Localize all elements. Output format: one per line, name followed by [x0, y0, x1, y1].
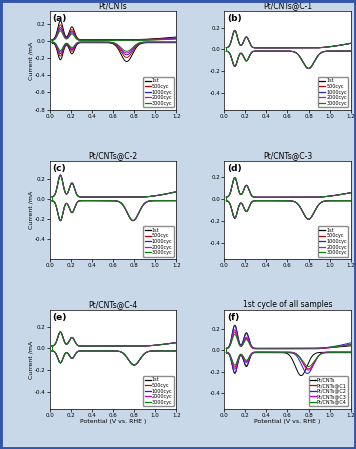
Text: (d): (d): [227, 164, 241, 173]
Title: Pt/CNTs@C-1: Pt/CNTs@C-1: [263, 1, 312, 10]
X-axis label: Potential (V vs. RHE ): Potential (V vs. RHE ): [80, 419, 146, 424]
Title: Pt/CNTs@C-2: Pt/CNTs@C-2: [89, 151, 138, 160]
Y-axis label: Current /mA: Current /mA: [28, 340, 33, 379]
Y-axis label: Current /mA: Current /mA: [28, 191, 33, 229]
Text: (e): (e): [52, 313, 67, 322]
Legend: 1st, 500cyc, 1000cyc, 2000cyc, 3000cyc: 1st, 500cyc, 1000cyc, 2000cyc, 3000cyc: [318, 226, 348, 257]
Text: (c): (c): [52, 164, 66, 173]
Title: 1st cycle of all samples: 1st cycle of all samples: [243, 300, 332, 309]
Legend: 1st, 500cyc, 1000cyc, 2000cyc, 3000cyc: 1st, 500cyc, 1000cyc, 2000cyc, 3000cyc: [143, 376, 174, 406]
Text: (a): (a): [52, 14, 67, 23]
Title: Pt/CNTs@C-4: Pt/CNTs@C-4: [88, 300, 138, 309]
Legend: 1st, 500cyc, 1000cyc, 2000cyc, 3000cyc: 1st, 500cyc, 1000cyc, 2000cyc, 3000cyc: [143, 77, 174, 107]
Legend: 1st, 500cyc, 1000cyc, 2000cyc, 3000cyc: 1st, 500cyc, 1000cyc, 2000cyc, 3000cyc: [143, 226, 174, 257]
Title: Pt/CNTs: Pt/CNTs: [99, 1, 127, 10]
Legend: Pt/CNTs, Pt/CNTs@C1, Pt/CNTs@C2, Pt/CNTs@C3, Pt/CNTs@C4: Pt/CNTs, Pt/CNTs@C1, Pt/CNTs@C2, Pt/CNTs…: [309, 376, 348, 406]
Y-axis label: Current /mA: Current /mA: [28, 41, 33, 79]
X-axis label: Potential (V vs. RHE ): Potential (V vs. RHE ): [254, 419, 321, 424]
Title: Pt/CNTs@C-3: Pt/CNTs@C-3: [263, 151, 312, 160]
Text: (b): (b): [227, 14, 241, 23]
Text: (f): (f): [227, 313, 239, 322]
Legend: 1st, 500cyc, 1000cyc, 2000cyc, 3000cyc: 1st, 500cyc, 1000cyc, 2000cyc, 3000cyc: [318, 77, 348, 107]
